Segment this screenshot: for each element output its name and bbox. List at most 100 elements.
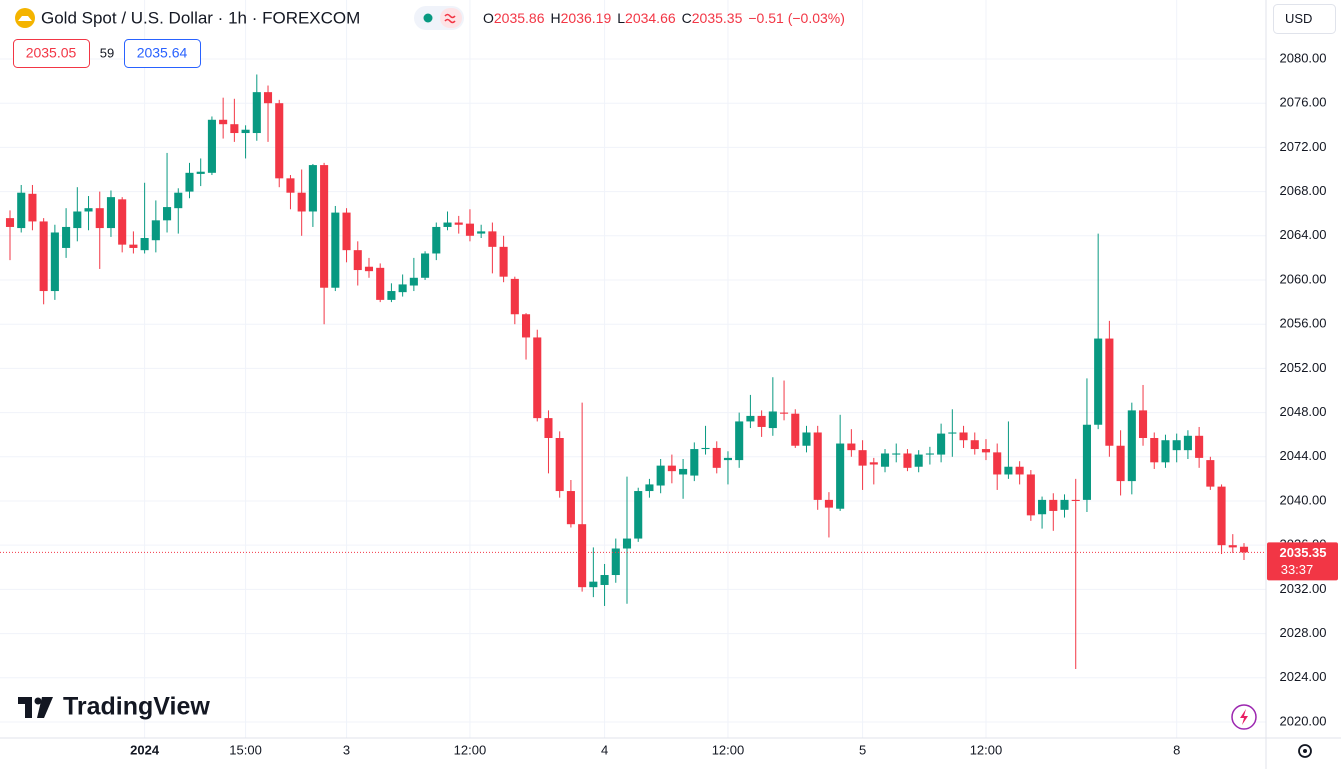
candle-body bbox=[409, 277, 418, 286]
candle-body bbox=[735, 421, 744, 461]
candle-body bbox=[241, 129, 250, 134]
logo-shape bbox=[37, 697, 53, 718]
market-open-dot bbox=[423, 13, 433, 23]
candle-body bbox=[578, 524, 587, 588]
buy-button[interactable] bbox=[124, 39, 201, 68]
y-tick-label: 2032.00 bbox=[1280, 581, 1327, 596]
candle-body bbox=[903, 453, 912, 468]
candle-body bbox=[465, 223, 474, 236]
candle-body bbox=[106, 197, 116, 229]
candle-body bbox=[937, 433, 946, 455]
candle-body bbox=[981, 449, 991, 453]
candle-body bbox=[342, 212, 351, 251]
candle-body bbox=[95, 208, 104, 229]
candle-body bbox=[622, 538, 632, 549]
candle-body bbox=[39, 221, 48, 292]
candle-body bbox=[521, 314, 531, 338]
candle-body bbox=[634, 491, 643, 539]
candle-body bbox=[1116, 445, 1125, 482]
y-tick-label: 2068.00 bbox=[1280, 183, 1327, 198]
ohlc-label: O bbox=[483, 10, 494, 26]
candle-body bbox=[780, 412, 789, 414]
x-tick-label: 12:00 bbox=[970, 742, 1003, 757]
candle-body bbox=[1049, 499, 1058, 511]
symbol-icon-shape bbox=[18, 16, 32, 21]
candle-body bbox=[263, 92, 273, 104]
candle-body bbox=[207, 119, 216, 173]
candle-body bbox=[533, 337, 542, 419]
candle-body bbox=[892, 453, 901, 455]
candle-body bbox=[959, 432, 968, 441]
x-tick-label: 12:00 bbox=[454, 742, 487, 757]
y-tick-label: 2040.00 bbox=[1280, 492, 1327, 507]
ohlc-label: L bbox=[617, 10, 625, 26]
y-tick-label: 2044.00 bbox=[1280, 448, 1327, 463]
candle-body bbox=[555, 438, 564, 492]
candle-body bbox=[353, 250, 362, 271]
x-tick-label: 8 bbox=[1173, 742, 1180, 757]
candle-body bbox=[1217, 486, 1226, 546]
candle-body bbox=[185, 172, 194, 192]
settings-button[interactable] bbox=[1298, 744, 1312, 758]
candle-body bbox=[600, 575, 609, 585]
candle-body bbox=[566, 491, 575, 525]
ohlc-label: H bbox=[551, 10, 561, 26]
candle-body bbox=[174, 192, 183, 209]
candle-body bbox=[802, 432, 811, 446]
candle-body bbox=[499, 246, 508, 277]
candle-body bbox=[1228, 545, 1237, 548]
grid bbox=[0, 0, 1266, 738]
candle-body bbox=[690, 449, 699, 476]
candle-body bbox=[1206, 460, 1215, 487]
chart-title: Gold Spot / U.S. Dollar · 1h · FOREXCOM bbox=[41, 8, 360, 27]
ohlc-legend: O2035.86 H2036.19 L2034.66 C2035.35 −0.51 (−… bbox=[483, 10, 845, 26]
y-tick-label: 2080.00 bbox=[1280, 50, 1327, 65]
settings-icon bbox=[1303, 749, 1307, 753]
sell-button[interactable] bbox=[13, 39, 90, 68]
candle-body bbox=[454, 222, 463, 225]
brand-name: TradingView bbox=[63, 693, 210, 721]
spread: 59 bbox=[100, 45, 114, 60]
countdown: 33:37 bbox=[1281, 562, 1314, 577]
y-tick-label: 2076.00 bbox=[1280, 95, 1327, 110]
candle-body bbox=[140, 238, 149, 251]
y-tick-label: 2048.00 bbox=[1280, 404, 1327, 419]
x-tick-label: 3 bbox=[343, 742, 350, 757]
x-tick-label: 2024 bbox=[130, 742, 160, 757]
candle-body bbox=[163, 207, 172, 221]
candle-body bbox=[230, 124, 239, 134]
candle-body bbox=[1060, 499, 1069, 510]
y-tick-label: 2056.00 bbox=[1280, 316, 1327, 331]
currency-button[interactable] bbox=[1273, 4, 1336, 34]
candle-body bbox=[1172, 440, 1181, 451]
candle-body bbox=[308, 165, 317, 212]
candle-body bbox=[1239, 546, 1249, 553]
y-tick-label: 2072.00 bbox=[1280, 139, 1327, 154]
ask-price: 2035.64 bbox=[137, 45, 188, 61]
y-tick-label: 2064.00 bbox=[1280, 227, 1327, 242]
candle-body bbox=[275, 103, 284, 179]
candle-body bbox=[398, 284, 407, 293]
ohlc-change: −0.51 (−0.03%) bbox=[748, 10, 845, 26]
candle-body bbox=[1183, 435, 1192, 451]
candle-body bbox=[17, 192, 26, 229]
candle-body bbox=[286, 178, 295, 193]
candle-body bbox=[1094, 338, 1103, 425]
candle-body bbox=[1071, 499, 1080, 501]
candle-body bbox=[1015, 466, 1024, 475]
candle-body bbox=[1026, 474, 1035, 516]
candle-body bbox=[477, 231, 486, 234]
candle-body bbox=[1004, 466, 1013, 475]
x-tick-label: 4 bbox=[601, 742, 608, 757]
delayed-badge bbox=[440, 8, 462, 28]
y-tick-label: 2060.00 bbox=[1280, 271, 1327, 286]
candle-body bbox=[679, 468, 688, 475]
ohlc-value: 2035.86 bbox=[494, 10, 545, 26]
candle-body bbox=[376, 267, 385, 300]
candle-body bbox=[151, 220, 160, 241]
candle-body bbox=[813, 432, 822, 500]
candle-body bbox=[62, 226, 71, 248]
candle-body bbox=[252, 92, 261, 134]
